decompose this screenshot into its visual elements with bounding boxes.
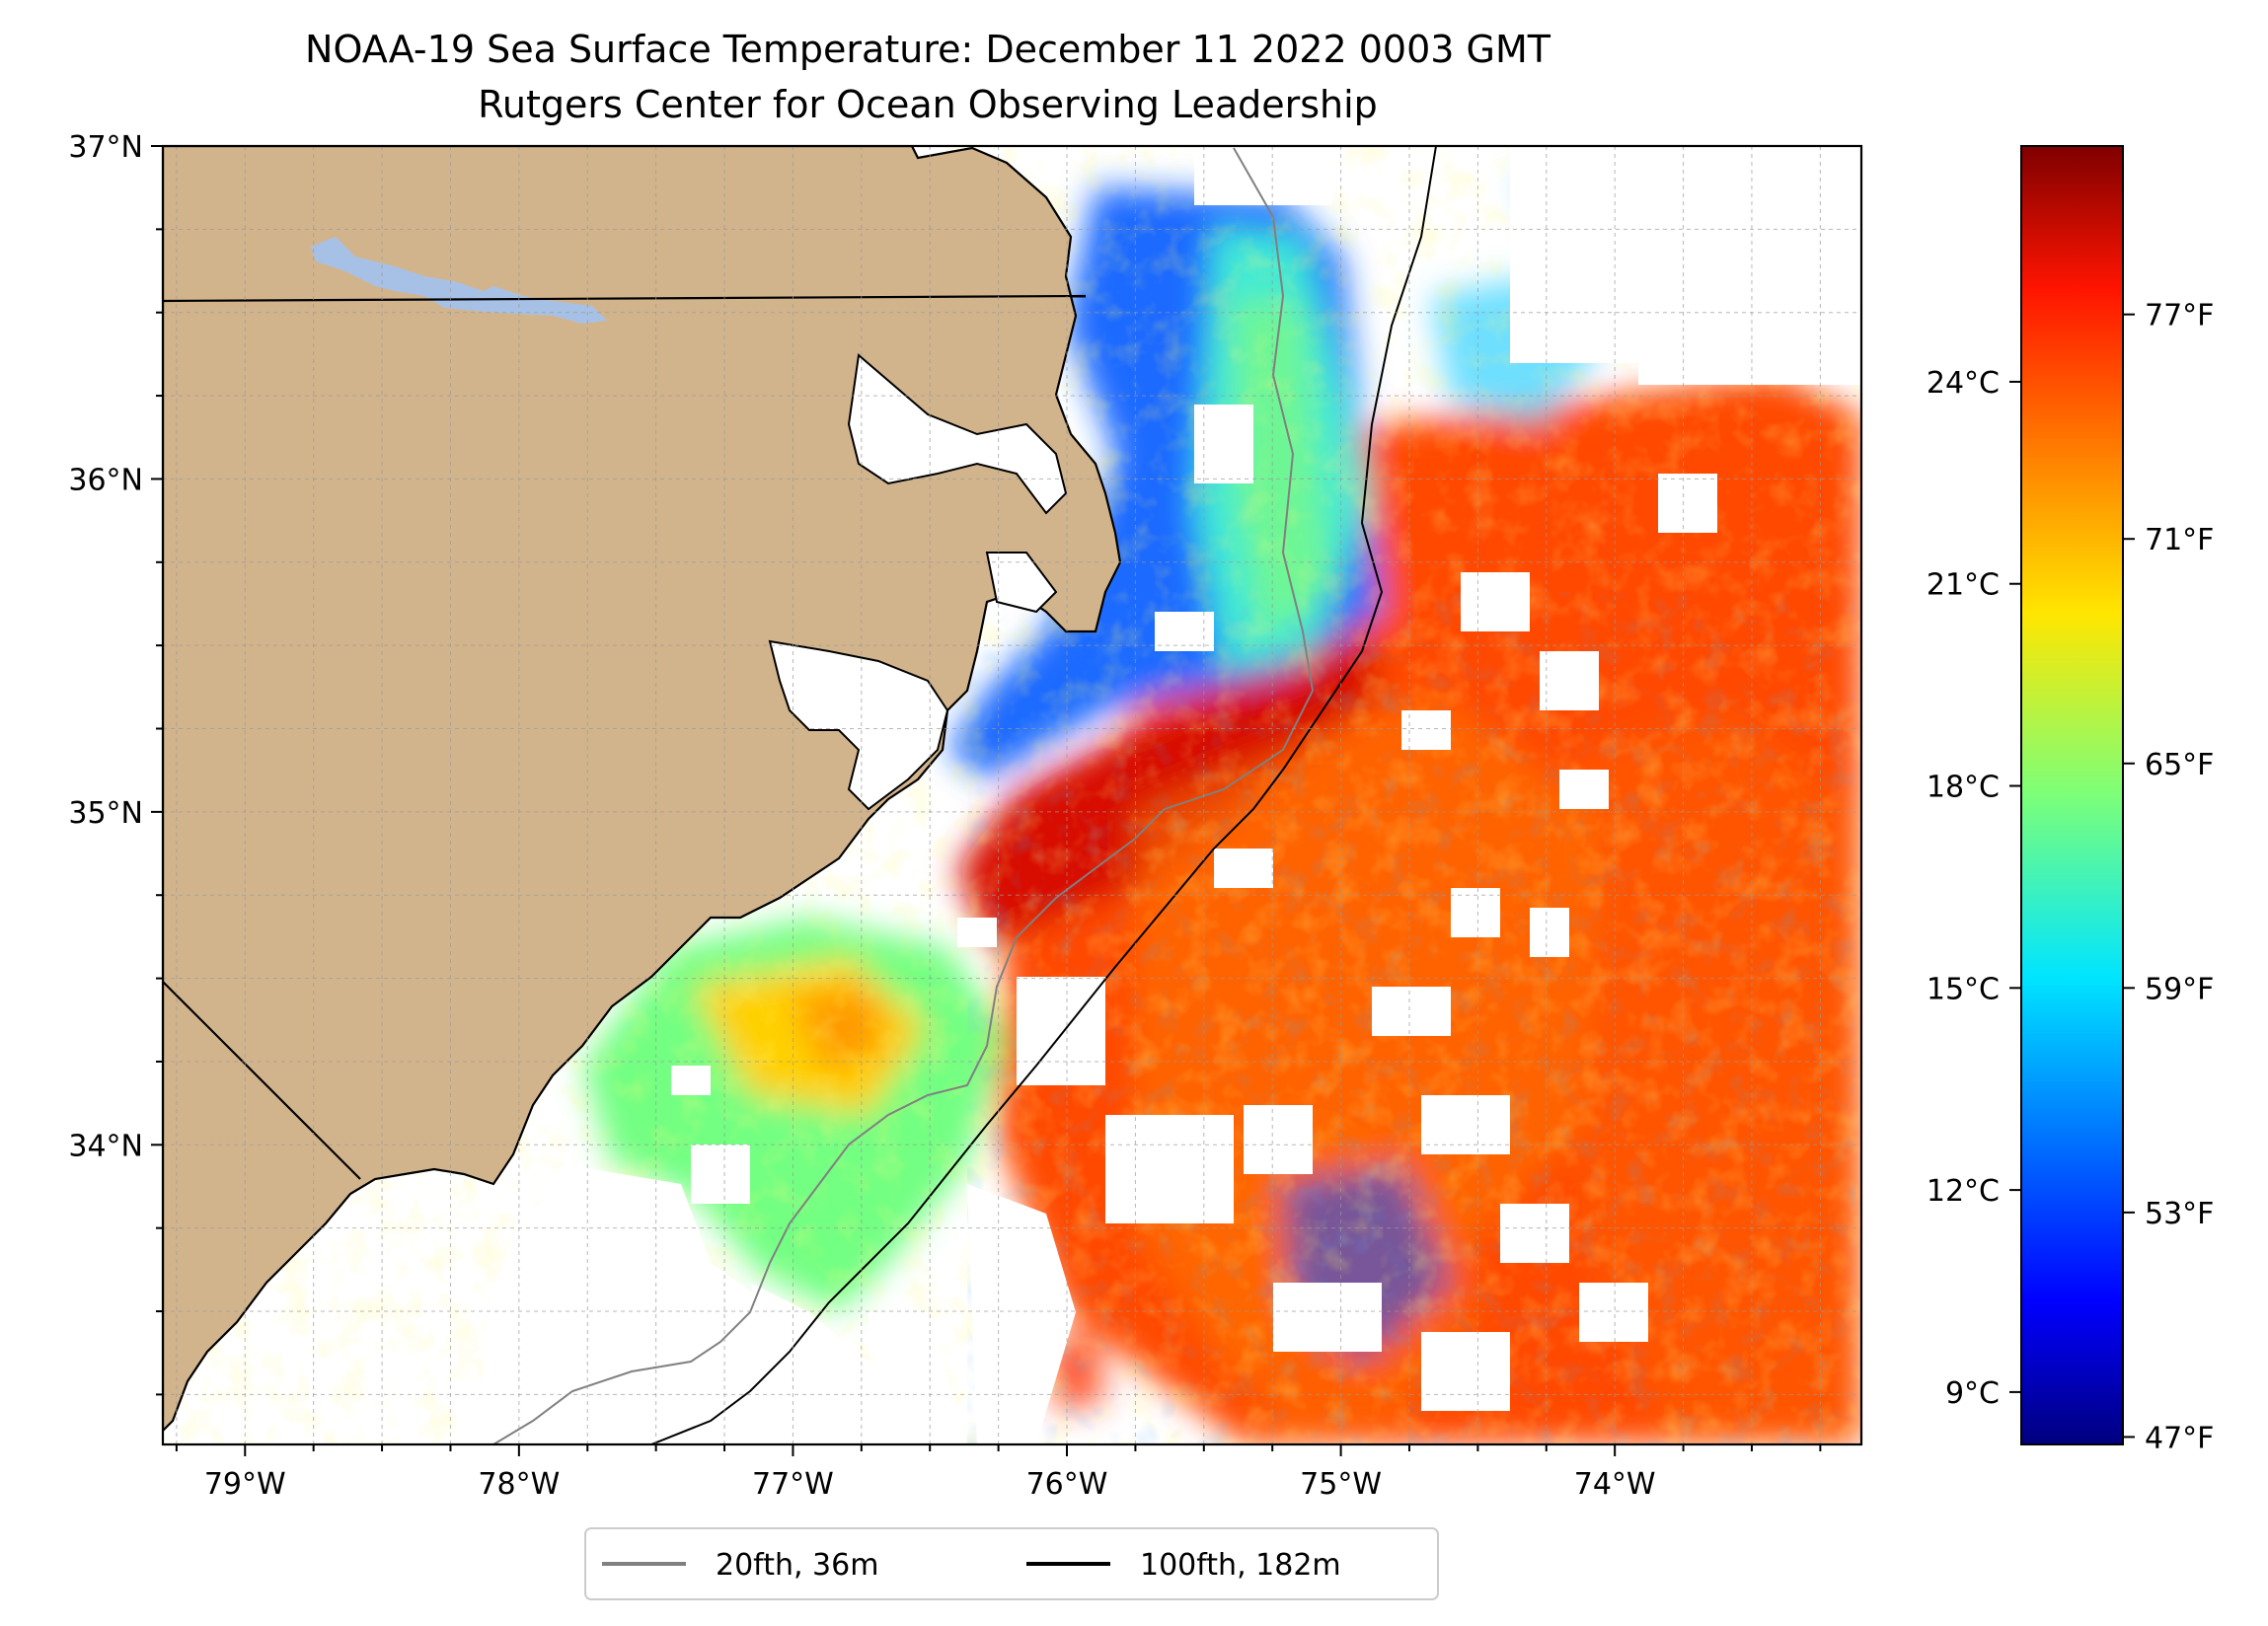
celsius-tick-label: 15°C bbox=[1927, 972, 2000, 1006]
lon-tick-label: 79°W bbox=[204, 1467, 286, 1502]
lat-tick-label: 35°N bbox=[68, 796, 143, 831]
lon-tick-label: 75°W bbox=[1300, 1467, 1382, 1502]
lon-tick-label: 74°W bbox=[1574, 1467, 1656, 1502]
colorbar-celsius-ticks: 24°C 21°C 18°C 15°C 12°C 9°C bbox=[1927, 366, 2021, 1411]
bathymetry-contours bbox=[492, 146, 1437, 1444]
lat-tick-label: 37°N bbox=[68, 130, 143, 165]
contour-legend: 20fth, 36m 100fth, 182m bbox=[584, 1527, 1439, 1600]
celsius-tick-label: 18°C bbox=[1927, 771, 2000, 805]
lat-tick-label: 36°N bbox=[68, 463, 143, 497]
legend-label-20fth: 20fth, 36m bbox=[716, 1548, 878, 1583]
lon-tick-label: 77°W bbox=[752, 1467, 834, 1502]
fahrenheit-tick-label: 65°F bbox=[2145, 748, 2214, 782]
colorbar: 24°C 21°C 18°C 15°C 12°C 9°C 77°F 71°F 65°F 59°F… bbox=[1927, 145, 2214, 1455]
colorbar-gradient bbox=[2020, 145, 2124, 1445]
colorbar-fahrenheit-ticks: 77°F 71°F 65°F 59°F 53°F 47°F bbox=[2123, 299, 2214, 1455]
contour-20fth-36m bbox=[492, 147, 1315, 1444]
fahrenheit-tick-label: 77°F bbox=[2145, 299, 2214, 333]
contour-100fth-182m bbox=[650, 146, 1437, 1444]
lon-tick-label: 78°W bbox=[478, 1467, 560, 1502]
celsius-tick-label: 24°C bbox=[1927, 366, 2000, 401]
fahrenheit-tick-label: 59°F bbox=[2145, 972, 2214, 1006]
fahrenheit-tick-label: 47°F bbox=[2145, 1421, 2214, 1455]
celsius-tick-label: 9°C bbox=[1945, 1376, 2000, 1411]
legend-label-100fth: 100fth, 182m bbox=[1140, 1548, 1341, 1583]
lon-tick-label: 76°W bbox=[1026, 1467, 1108, 1502]
map-frame bbox=[161, 144, 1863, 1446]
lat-tick-label: 34°N bbox=[68, 1129, 143, 1163]
chart-title: NOAA-19 Sea Surface Temperature: Decembe… bbox=[305, 28, 1550, 71]
fahrenheit-tick-label: 53°F bbox=[2145, 1197, 2214, 1231]
longitude-labels: 79°W 78°W 77°W 76°W 75°W 74°W bbox=[204, 1467, 1656, 1502]
fahrenheit-tick-label: 71°F bbox=[2145, 523, 2214, 557]
map-gridlines bbox=[163, 146, 1861, 1444]
celsius-tick-label: 21°C bbox=[1927, 568, 2000, 603]
celsius-tick-label: 12°C bbox=[1927, 1174, 2000, 1209]
map-axis-ticks bbox=[151, 145, 1822, 1456]
latitude-labels: 37°N 36°N 35°N 34°N bbox=[68, 130, 143, 1163]
land-layer bbox=[163, 146, 1122, 1433]
chart-subtitle: Rutgers Center for Ocean Observing Leade… bbox=[478, 83, 1378, 126]
